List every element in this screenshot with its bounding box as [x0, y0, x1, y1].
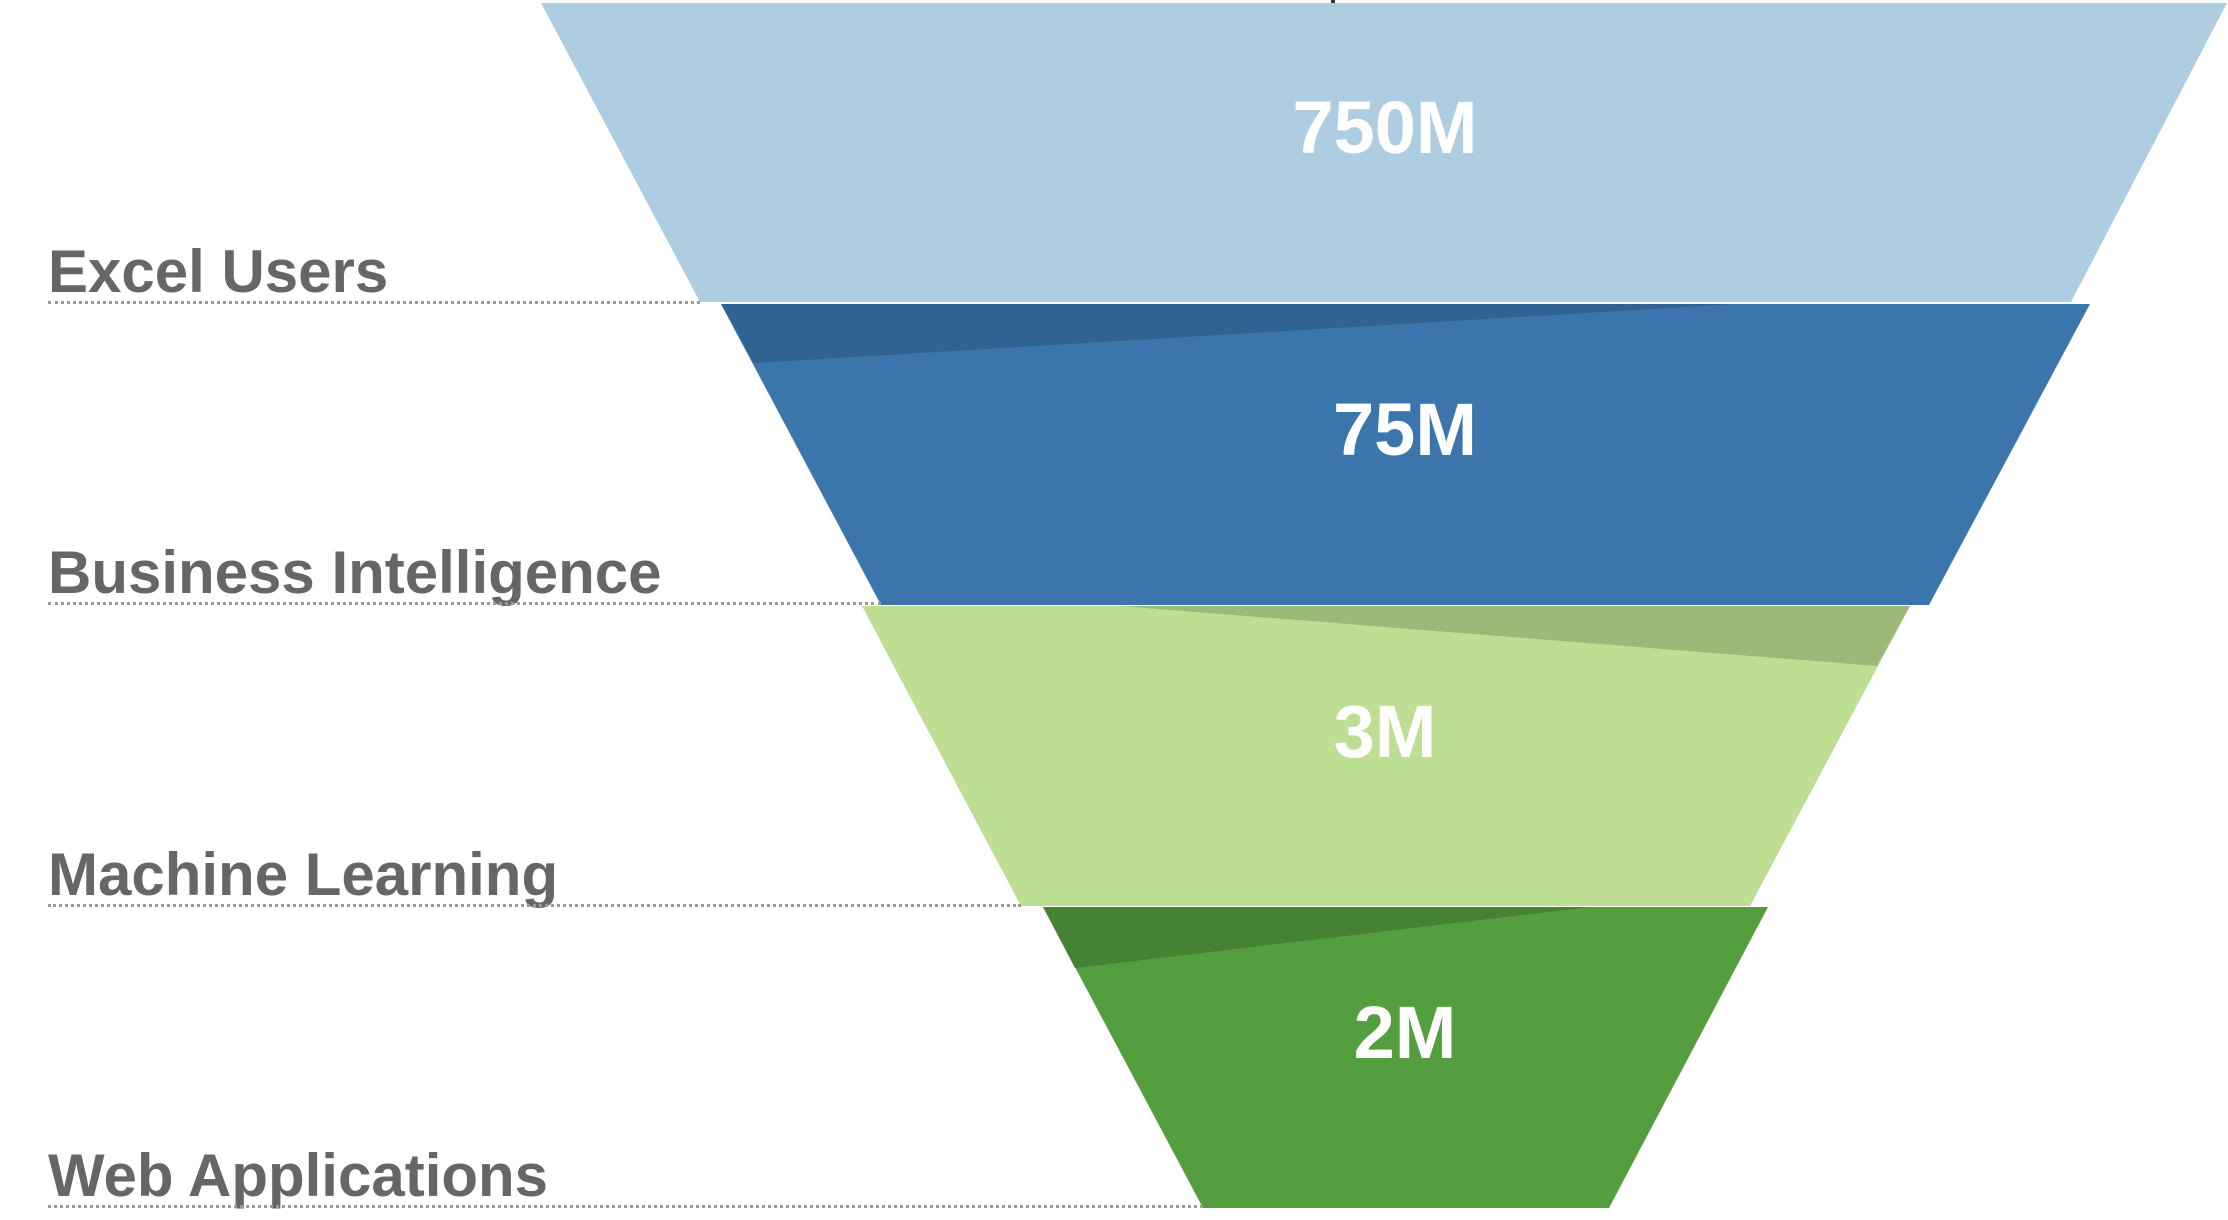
funnel-segment-excel-users	[541, 3, 2227, 302]
funnel-stage-business-intelligence: 75M	[721, 304, 2090, 605]
funnel-segment-business-intelligence	[721, 304, 2090, 605]
stage-value-web-applications: 2M	[1354, 991, 1457, 1074]
stage-rule-business-intelligence	[48, 602, 881, 605]
stage-value-machine-learning: 3M	[1334, 690, 1437, 773]
funnel-stage-excel-users: 750M	[541, 3, 2227, 302]
funnel-shadow-business-intelligence	[721, 304, 1735, 363]
funnel-stage-machine-learning: 3M	[862, 606, 1910, 906]
funnel-shadow-machine-learning	[1120, 606, 1910, 666]
stage-rule-machine-learning	[48, 904, 1021, 907]
stage-label-web-applications: Web Applications	[48, 1142, 549, 1209]
stage-label-excel-users: Excel Users	[48, 238, 389, 305]
funnel-segment-web-applications	[1043, 907, 1768, 1208]
funnel-shadow-web-applications	[1043, 907, 1590, 968]
stage-label-machine-learning: Machine Learning	[48, 841, 559, 908]
stage-label-business-intelligence: Business Intelligence	[48, 539, 662, 606]
top-tick-mark	[1331, 0, 1335, 4]
funnel-stage-web-applications: 2M	[1043, 907, 1768, 1208]
funnel-segment-machine-learning	[862, 606, 1910, 906]
stage-rule-web-applications	[48, 1205, 1203, 1208]
stage-value-business-intelligence: 75M	[1333, 388, 1477, 471]
stage-value-excel-users: 750M	[1292, 86, 1477, 169]
stage-rule-excel-users	[48, 301, 700, 304]
